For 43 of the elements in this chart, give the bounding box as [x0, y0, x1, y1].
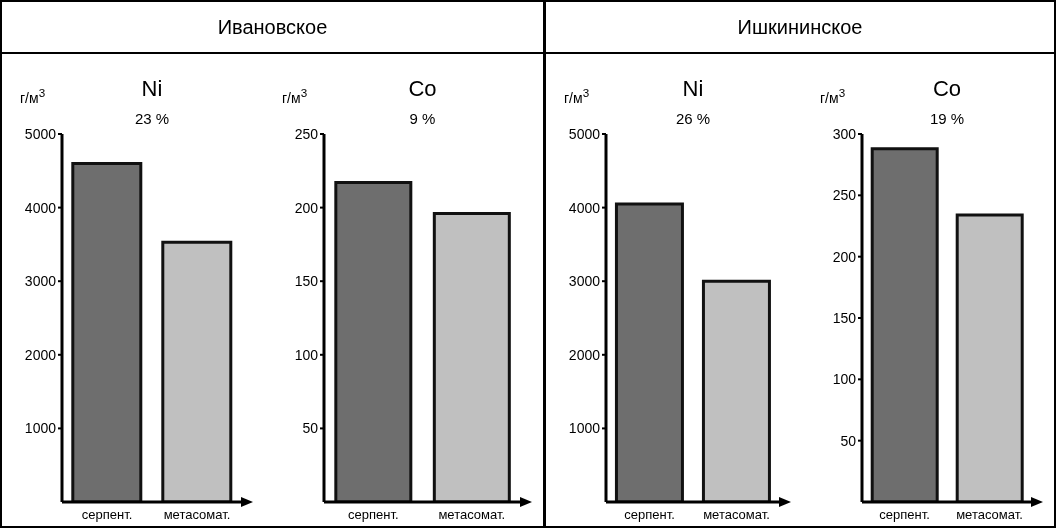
text: 26 %: [674, 110, 712, 127]
y-tick-label: 250: [832, 187, 857, 204]
y-tick-label: 1000: [568, 420, 601, 437]
y-tick-label: 1000: [24, 420, 57, 437]
x-tick-label: серпент.: [624, 507, 675, 523]
y-tick-label: 2000: [568, 346, 601, 363]
x-tick-label: серпент.: [879, 507, 930, 523]
chart-subtitle: Co: [407, 76, 438, 102]
x-tick-label: метасомат.: [703, 507, 770, 523]
text: 9 %: [408, 110, 437, 127]
text: 23 %: [133, 110, 171, 127]
y-tick-label: 5000: [24, 125, 57, 142]
y-tick-label: 5000: [568, 125, 601, 142]
chart-subtitle: Ni: [681, 76, 705, 102]
text: 19 %: [928, 110, 966, 127]
x-tick-label: серпент.: [347, 507, 399, 523]
y-tick-label: 4000: [24, 199, 57, 216]
chart-subtitle: Ni: [140, 76, 164, 102]
y-axis-title: г/м$^{3}$: [20, 86, 46, 106]
chart-title: Ишкининское: [546, 2, 1054, 54]
x-tick-label: метасомат.: [163, 507, 231, 523]
y-axis-title: г/м$^{3}$: [820, 86, 846, 106]
y-tick-label: 200: [294, 199, 319, 216]
x-tick-label: серпент.: [81, 507, 133, 523]
x-tick-label: метасомат.: [956, 507, 1023, 523]
y-tick-label: 200: [832, 248, 857, 265]
y-tick-label: 3000: [24, 273, 57, 290]
y-axis-title: г/м$^{3}$: [564, 86, 590, 106]
x-tick-label: метасомат.: [438, 507, 506, 523]
y-tick-label: 100: [832, 371, 857, 388]
y-tick-label: 50: [302, 420, 319, 437]
y-tick-label: 250: [294, 125, 319, 142]
y-tick-label: 2000: [24, 346, 57, 363]
y-tick-label: 4000: [568, 199, 601, 216]
y-tick-label: 100: [294, 346, 319, 363]
y-tick-label: 150: [294, 273, 319, 290]
y-axis-title: г/м$^{3}$: [282, 86, 308, 106]
y-tick-label: 50: [840, 432, 857, 449]
chart-title: Ивановское: [2, 2, 543, 54]
y-tick-label: 300: [832, 125, 857, 142]
y-tick-label: 3000: [568, 273, 601, 290]
chart-subtitle: Co: [931, 76, 963, 102]
y-tick-label: 150: [832, 309, 857, 326]
